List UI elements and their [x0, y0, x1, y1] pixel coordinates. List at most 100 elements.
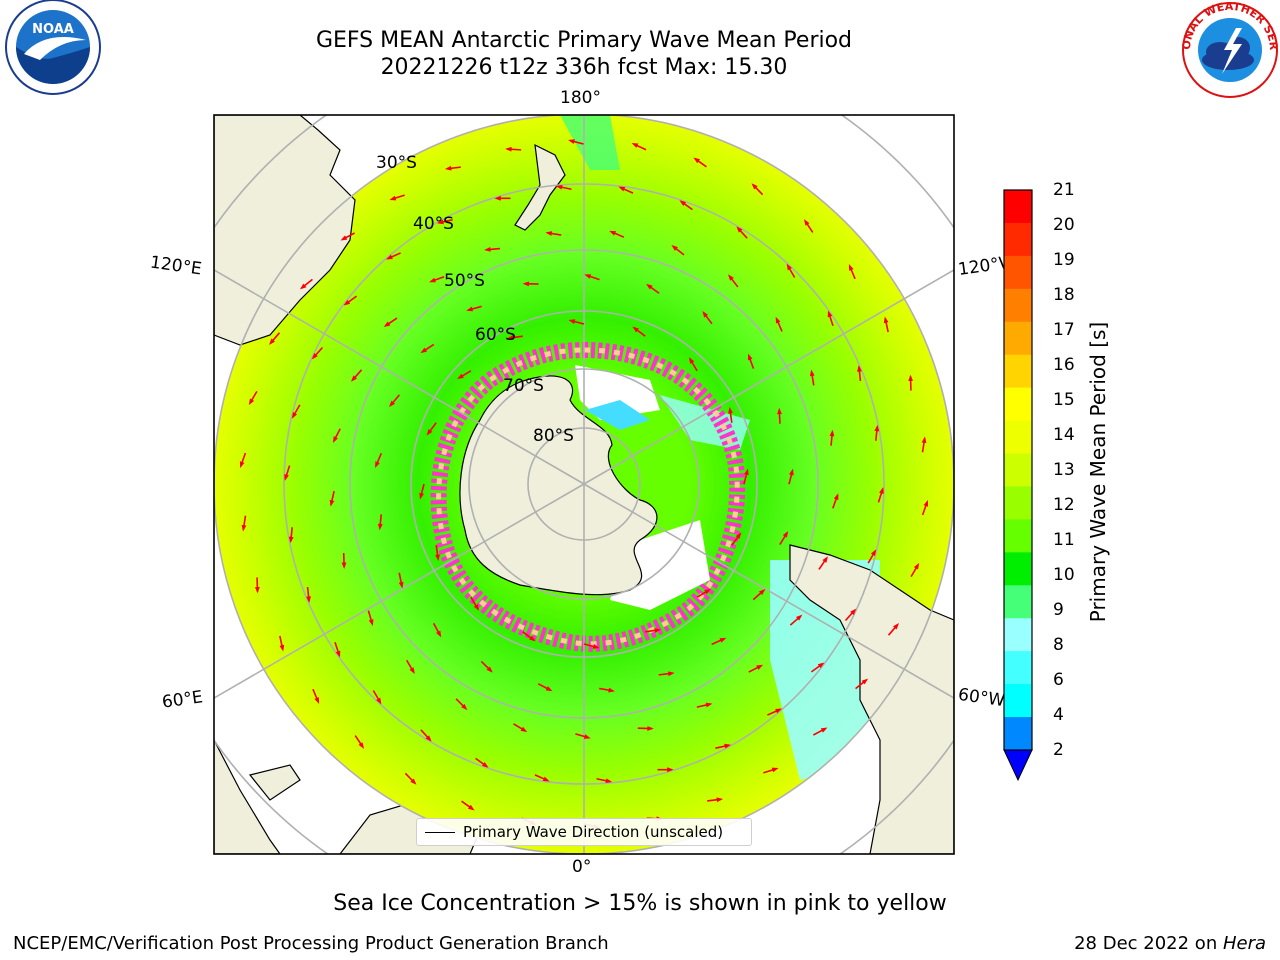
wave-arrow-head — [288, 536, 294, 544]
colorbar-tick-label: 4 — [1053, 705, 1064, 725]
wave-arrow-head — [343, 299, 351, 306]
wave-arrow-head — [375, 461, 380, 469]
noaa-logo: NOAA — [5, 0, 101, 95]
wave-arrow-head — [647, 726, 654, 731]
wave-arrow-head — [605, 778, 613, 784]
wave-arrow-head — [820, 727, 828, 733]
colorbar-tick-label: 14 — [1053, 425, 1075, 445]
wave-arrow-head — [291, 411, 298, 419]
wave-arrow-head — [883, 316, 889, 324]
wave-arrow-head — [486, 666, 493, 673]
wave-arrow-head — [756, 664, 764, 670]
lon-label-180: 180° — [560, 88, 601, 108]
wave-arrow-head — [751, 183, 758, 190]
wave-arrow-head — [241, 524, 247, 532]
colorbar-block — [1004, 651, 1032, 685]
wave-arrow-head — [461, 703, 468, 711]
wave-arrow-head — [705, 702, 713, 708]
wave-arrow-head — [341, 562, 347, 569]
legend-label: Primary Wave Direction (unscaled) — [463, 823, 724, 841]
legend: Primary Wave Direction (unscaled) — [416, 818, 752, 846]
lat-label-80s: 80°S — [533, 426, 574, 446]
wave-arrow-head — [284, 474, 289, 481]
wave-arrow-head — [436, 630, 442, 638]
wave-arrow-head — [335, 650, 341, 658]
wave-arrow-head — [410, 778, 417, 785]
colorbar-block — [1004, 420, 1032, 455]
wave-arrow-head — [608, 687, 615, 693]
lat-label-50s: 50°S — [444, 271, 485, 291]
wave-arrow-head — [377, 523, 383, 531]
wave-arrow-head — [728, 406, 733, 414]
wave-arrow-head — [419, 492, 424, 500]
wave-arrow-head — [555, 184, 563, 190]
wave-arrow-head — [716, 797, 724, 803]
wave-arrow-head — [529, 635, 536, 642]
wave-arrow-head — [473, 604, 480, 611]
wave-arrow-head — [314, 697, 320, 704]
colorbar-tick-label: 2 — [1053, 740, 1064, 760]
lat-label-60s: 60°S — [475, 325, 516, 345]
wave-arrow-head — [376, 697, 382, 705]
credit-machine: Hera — [1222, 933, 1266, 954]
wave-arrow-head — [568, 319, 576, 324]
colorbar-block — [1004, 486, 1032, 520]
colorbar-tick-label: 16 — [1053, 355, 1075, 375]
wave-arrow-head — [702, 311, 709, 318]
colorbar-label: Primary Wave Mean Period [s] — [1086, 321, 1110, 623]
wave-arrow-head — [358, 742, 365, 749]
wave-arrow-head — [545, 686, 553, 692]
wave-arrow-head — [704, 588, 711, 595]
wave-arrow-head — [782, 530, 789, 538]
graticule — [214, 115, 954, 854]
wave-arrow-head — [481, 762, 489, 768]
wave-arrow-head — [632, 326, 639, 333]
colorbar-tick-label: 19 — [1053, 250, 1075, 270]
wave-arrow-head — [736, 226, 743, 233]
wave-arrow-head — [311, 353, 318, 360]
wave-arrow-head — [892, 623, 899, 630]
colorbar-tick-label: 11 — [1053, 530, 1075, 550]
wave-arrow-head — [646, 283, 653, 290]
colorbar-tick-label: 10 — [1053, 565, 1075, 585]
wave-arrow-head — [467, 804, 475, 811]
colorbar-block — [1004, 585, 1032, 619]
wave-arrow-head — [466, 306, 474, 312]
colorbar-block — [1004, 618, 1032, 652]
wave-arrow-head — [444, 165, 452, 171]
wave-arrow-head — [435, 554, 440, 562]
wave-arrow-head — [568, 139, 575, 144]
wave-arrow-head — [279, 644, 285, 652]
wave-arrow-head — [874, 424, 880, 432]
sea-ice-note: Sea Ice Concentration > 15% is shown in … — [333, 891, 947, 916]
wave-arrow-head — [679, 200, 687, 206]
nws-logo: NATIONAL WEATHER SERVICE — [1178, 0, 1280, 98]
wave-arrow-head — [789, 468, 794, 476]
wave-arrow-head — [420, 347, 428, 354]
wave-arrow-head — [299, 283, 307, 290]
wave-arrow-head — [879, 487, 884, 494]
wave-arrow-head — [667, 671, 675, 677]
colorbar-tick-label: 13 — [1053, 460, 1075, 480]
wave-arrow-head — [827, 310, 833, 318]
wave-arrow-head — [671, 245, 678, 251]
wave-arrow-head — [269, 338, 276, 345]
credit-date: 28 Dec 2022 on Hera — [1074, 933, 1266, 954]
wave-arrow-head — [522, 281, 529, 287]
wave-arrow-head — [254, 586, 260, 594]
wave-arrow-head — [747, 353, 753, 361]
colorbar-block — [1004, 354, 1032, 389]
colorbar-tick-label: 8 — [1053, 635, 1064, 655]
colorbar-block — [1004, 321, 1032, 356]
wave-arrow-head — [913, 562, 920, 570]
wave-arrow-head — [758, 589, 766, 596]
lat-label-70s: 70°S — [503, 376, 544, 396]
wave-arrow-head — [809, 369, 815, 377]
colorbar-tick-label: 12 — [1053, 495, 1075, 515]
wave-arrow-head — [609, 230, 617, 236]
colorbar-block — [1004, 717, 1032, 751]
madagascar-land — [248, 764, 301, 801]
wave-arrow-head — [631, 142, 639, 148]
wave-arrow-head — [520, 726, 528, 733]
